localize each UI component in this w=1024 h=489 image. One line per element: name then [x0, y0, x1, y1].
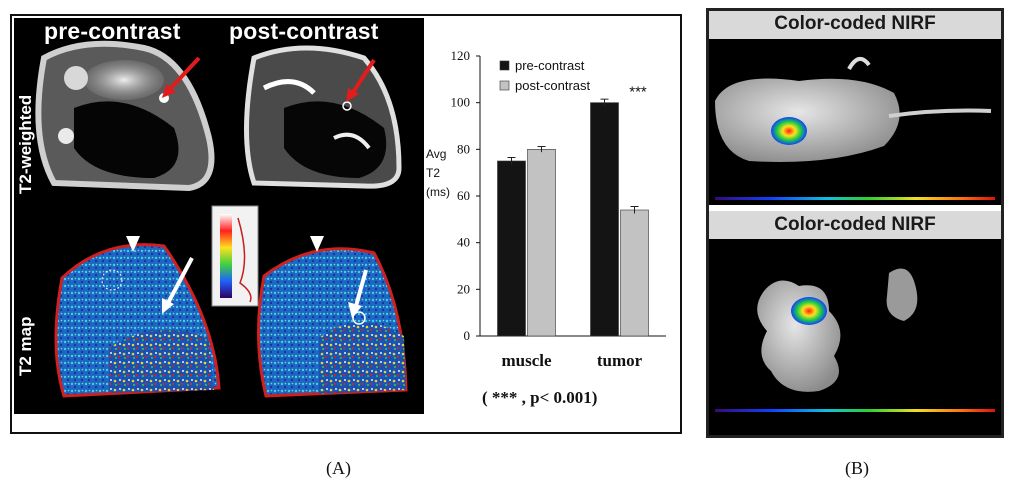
- bar: [497, 160, 526, 337]
- nirf-title-bottom: Color-coded NIRF: [774, 214, 936, 235]
- bar: [590, 102, 619, 337]
- caption-b: (B): [845, 458, 869, 478]
- bar: [527, 149, 556, 337]
- color-scale-inset: [211, 205, 259, 307]
- y-tick-label: 100: [451, 95, 471, 110]
- nirf-title-top: Color-coded NIRF: [774, 13, 936, 34]
- row-label-t2-map: T2 map: [16, 316, 35, 376]
- category-label: tumor: [597, 351, 643, 366]
- t2-bar-chart: 0 20 40 60 80 100 120 Avg T2 (ms) muscle tumor pre-c…: [426, 48, 666, 366]
- mouse-image: [715, 57, 992, 162]
- nirf-images: [709, 11, 1001, 435]
- panel-b: Color-coded NIRF Color-coded NIRF: [706, 8, 1004, 438]
- pvalue-note: ( *** , p< 0.001): [482, 388, 598, 407]
- t2-map-post-image: [257, 247, 408, 398]
- nirf-scale-bar-bottom: [715, 409, 995, 412]
- y-axis-label: Avg: [426, 147, 446, 161]
- excised-tissue-image: [757, 268, 918, 392]
- legend-label: pre-contrast: [515, 58, 585, 73]
- y-tick-label: 20: [457, 281, 470, 296]
- red-arrow-icon: [162, 56, 376, 102]
- t2-weighted-post-image: [244, 45, 402, 189]
- y-axis-label: T2: [426, 166, 440, 180]
- col-label-pre: pre-contrast: [44, 18, 181, 44]
- t2-map-pre-image: [54, 243, 221, 398]
- legend-label: post-contrast: [515, 78, 591, 93]
- y-tick-label: 80: [457, 141, 470, 156]
- y-tick-label: 40: [457, 235, 470, 250]
- panel-a: pre-contrast post-contrast T2-weighted T…: [10, 14, 682, 434]
- t2-weighted-pre-image: [35, 40, 215, 192]
- white-arrow-icon: [126, 236, 368, 318]
- col-label-post: post-contrast: [229, 18, 379, 44]
- nirf-scale-bar-top: [715, 197, 995, 200]
- mri-image-grid: pre-contrast post-contrast T2-weighted T…: [14, 18, 424, 414]
- significance-marker: ***: [629, 83, 647, 100]
- y-axis-label: (ms): [426, 185, 450, 199]
- legend-swatch: [499, 80, 510, 91]
- mri-graphics: [35, 40, 408, 398]
- category-label: muscle: [501, 351, 552, 366]
- caption-a: (A): [326, 458, 351, 478]
- legend-swatch: [499, 60, 510, 71]
- y-tick-label: 0: [464, 328, 471, 343]
- y-tick-label: 120: [451, 48, 471, 63]
- y-tick-label: 60: [457, 188, 470, 203]
- row-label-t2-weighted: T2-weighted: [16, 94, 35, 194]
- bar: [620, 209, 649, 337]
